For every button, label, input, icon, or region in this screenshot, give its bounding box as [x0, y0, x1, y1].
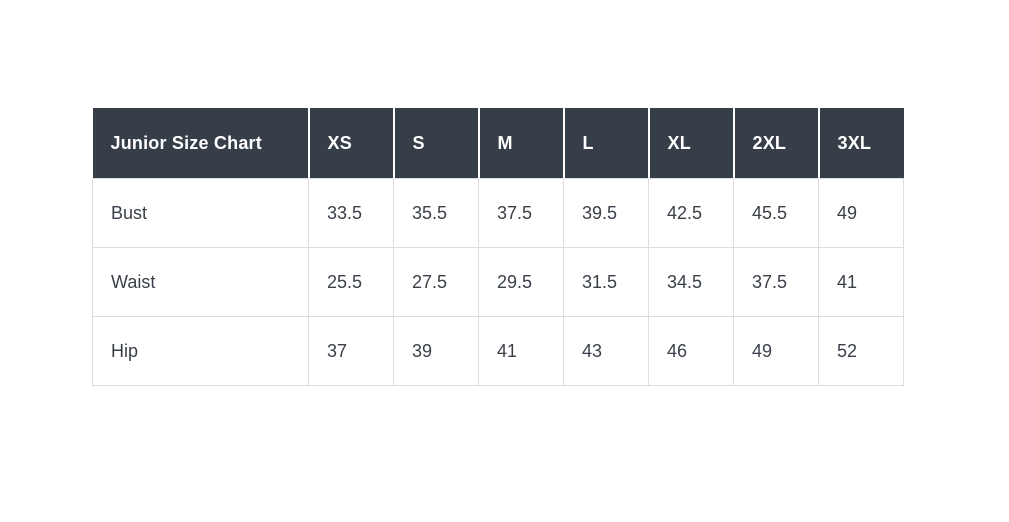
- cell-value: 46: [648, 316, 734, 386]
- size-chart-body: Bust 33.5 35.5 37.5 39.5 42.5 45.5 49 Wa…: [92, 178, 904, 386]
- row-label: Bust: [92, 178, 309, 248]
- row-label: Waist: [92, 247, 309, 317]
- size-column-header-s: S: [393, 108, 480, 179]
- row-label: Hip: [92, 316, 309, 386]
- cell-value: 45.5: [733, 178, 819, 248]
- table-row-hip: Hip 37 39 41 43 46 49 52: [92, 316, 904, 386]
- cell-value: 49: [733, 316, 819, 386]
- cell-value: 41: [478, 316, 564, 386]
- table-row-bust: Bust 33.5 35.5 37.5 39.5 42.5 45.5 49: [92, 178, 904, 248]
- table-row-waist: Waist 25.5 27.5 29.5 31.5 34.5 37.5 41: [92, 247, 904, 317]
- size-column-header-m: M: [478, 108, 565, 179]
- cell-value: 33.5: [308, 178, 394, 248]
- size-column-header-2xl: 2XL: [733, 108, 820, 179]
- cell-value: 39.5: [563, 178, 649, 248]
- cell-value: 49: [818, 178, 904, 248]
- size-column-header-3xl: 3XL: [818, 108, 904, 179]
- size-column-header-xs: XS: [308, 108, 395, 179]
- cell-value: 27.5: [393, 247, 479, 317]
- cell-value: 37: [308, 316, 394, 386]
- cell-value: 35.5: [393, 178, 479, 248]
- cell-value: 41: [818, 247, 904, 317]
- size-column-header-l: L: [563, 108, 650, 179]
- cell-value: 42.5: [648, 178, 734, 248]
- cell-value: 25.5: [308, 247, 394, 317]
- cell-value: 29.5: [478, 247, 564, 317]
- junior-size-chart-table: Junior Size Chart XS S M L XL 2XL 3XL Bu…: [92, 108, 904, 386]
- cell-value: 39: [393, 316, 479, 386]
- cell-value: 37.5: [733, 247, 819, 317]
- table-title-cell: Junior Size Chart: [92, 108, 310, 179]
- cell-value: 52: [818, 316, 904, 386]
- cell-value: 37.5: [478, 178, 564, 248]
- size-column-header-xl: XL: [648, 108, 735, 179]
- header-row: Junior Size Chart XS S M L XL 2XL 3XL: [92, 108, 904, 179]
- cell-value: 34.5: [648, 247, 734, 317]
- cell-value: 31.5: [563, 247, 649, 317]
- cell-value: 43: [563, 316, 649, 386]
- size-chart-header: Junior Size Chart XS S M L XL 2XL 3XL: [92, 108, 904, 179]
